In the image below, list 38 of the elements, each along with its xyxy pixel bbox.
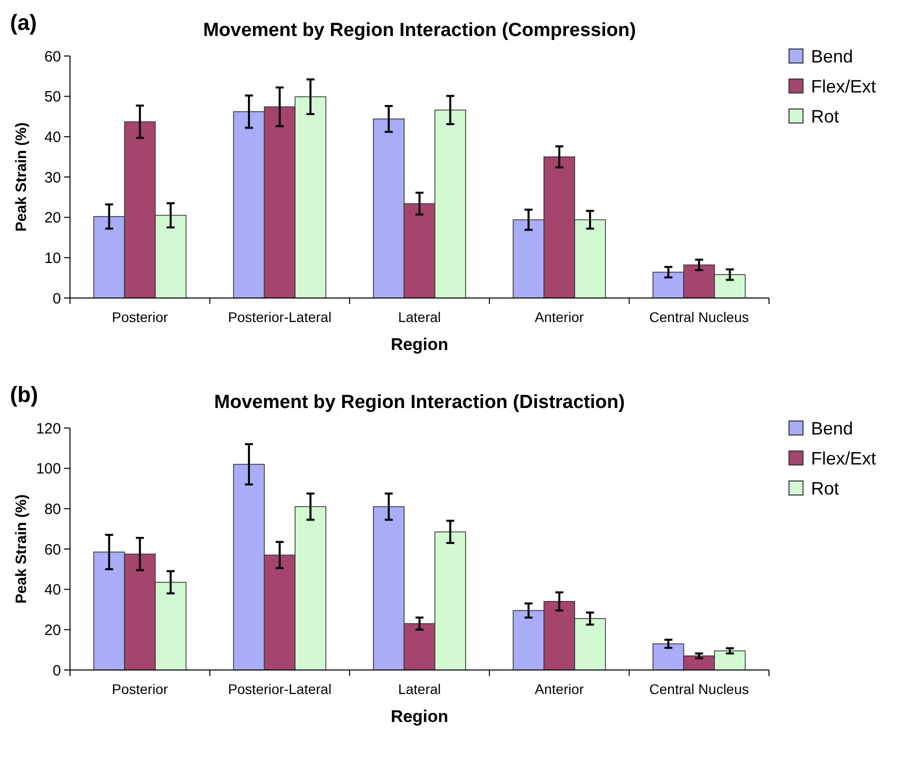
y-tick-label: 100 bbox=[36, 460, 61, 478]
x-tick-label: Posterior bbox=[112, 309, 168, 325]
legend-label: Flex/Ext bbox=[811, 76, 876, 96]
x-tick-label: Anterior bbox=[534, 681, 584, 697]
legend-label: Bend bbox=[811, 418, 854, 438]
y-tick-label: 0 bbox=[52, 662, 61, 680]
x-tick-label: Posterior-Lateral bbox=[228, 681, 332, 697]
y-tick-label: 40 bbox=[44, 128, 61, 146]
y-tick-label: 120 bbox=[36, 420, 61, 438]
y-tick-label: 10 bbox=[44, 250, 61, 267]
y-tick-label: 20 bbox=[44, 210, 61, 227]
x-tick-label: Posterior bbox=[112, 681, 168, 697]
y-axis-title: Peak Strain (%) bbox=[13, 494, 30, 604]
legend-label: Rot bbox=[811, 478, 840, 498]
x-tick-label: Anterior bbox=[534, 309, 584, 325]
x-axis-title: Region bbox=[390, 335, 448, 354]
x-tick-label: Posterior-Lateral bbox=[228, 309, 332, 325]
y-tick-label: 50 bbox=[44, 88, 61, 106]
y-tick-label: 40 bbox=[44, 582, 61, 599]
chart-title: Movement by Region Interaction (Distraction) bbox=[214, 392, 625, 413]
y-axis-title: Peak Strain (%) bbox=[13, 122, 30, 232]
legend-label: Flex/Ext bbox=[811, 448, 876, 468]
x-tick-label: Central Nucleus bbox=[649, 309, 749, 325]
x-axis-title: Region bbox=[390, 707, 448, 726]
x-tick-label: Central Nucleus bbox=[649, 681, 749, 697]
y-tick-label: 80 bbox=[44, 500, 61, 518]
legend-label: Rot bbox=[811, 106, 840, 126]
y-tick-label: 20 bbox=[44, 622, 61, 639]
y-tick-label: 60 bbox=[44, 48, 61, 66]
text: (b) bbox=[10, 382, 38, 407]
legend-label: Bend bbox=[811, 46, 854, 66]
y-tick-label: 60 bbox=[44, 541, 61, 558]
x-tick-label: Lateral bbox=[398, 309, 441, 325]
y-tick-label: 30 bbox=[44, 169, 61, 186]
x-tick-label: Lateral bbox=[398, 681, 441, 697]
y-tick-label: 0 bbox=[52, 290, 61, 308]
text: (a) bbox=[10, 10, 37, 35]
chart-title: Movement by Region Interaction (Compression) bbox=[203, 20, 636, 41]
